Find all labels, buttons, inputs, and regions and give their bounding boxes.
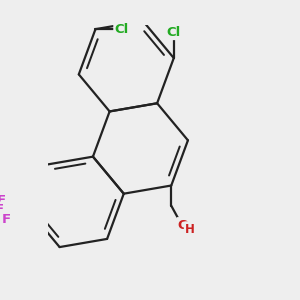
Text: Cl: Cl: [115, 23, 129, 36]
Text: F: F: [0, 203, 4, 216]
Text: F: F: [2, 213, 10, 226]
Text: F: F: [0, 194, 6, 207]
Text: H: H: [185, 223, 195, 236]
Text: Cl: Cl: [167, 26, 181, 39]
Text: O: O: [178, 219, 189, 232]
